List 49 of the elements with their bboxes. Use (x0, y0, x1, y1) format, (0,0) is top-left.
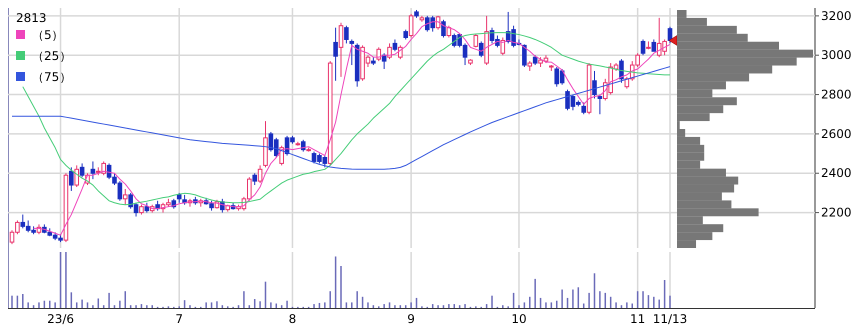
candlestick (403, 29, 408, 40)
y-tick-label: 2400 (821, 166, 852, 180)
candlestick (80, 162, 84, 178)
candlestick (441, 19, 446, 38)
chart-title: 2813 (16, 11, 47, 25)
candlestick (474, 33, 478, 48)
x-tick-label: 11 (630, 312, 646, 326)
x-tick-label: 11/13 (652, 312, 688, 326)
legend-label: （5） (32, 28, 64, 42)
candlestick (338, 22, 344, 78)
candlestick (344, 25, 349, 44)
x-tick-label: 10 (511, 312, 527, 326)
candlestick (392, 38, 398, 52)
candlestick (349, 38, 354, 66)
candlestick (408, 13, 414, 38)
candlestick (387, 42, 392, 60)
candlestick (652, 38, 656, 52)
y-tick-label: 3200 (821, 8, 852, 23)
legend-label: （75） (32, 70, 72, 84)
candlestick (581, 102, 586, 115)
candlestick (668, 26, 672, 44)
candlestick (446, 25, 452, 38)
candlestick (139, 204, 144, 216)
y-tick-label: 2800 (821, 88, 852, 102)
line-series (12, 66, 670, 170)
candlestick (333, 27, 338, 82)
y-tick-label: 2600 (821, 126, 852, 141)
candlestick (74, 164, 80, 188)
candlestick (122, 188, 128, 206)
x-tick-label: 9 (407, 312, 415, 326)
candlestick (640, 38, 646, 56)
candlestick (598, 94, 602, 115)
x-tick-label: 7 (175, 312, 184, 326)
candlestick (532, 54, 538, 66)
candlestick (176, 192, 182, 204)
y-tick-label: 2200 (821, 206, 852, 220)
x-tick-label: 8 (288, 312, 296, 326)
candlestick (144, 202, 150, 214)
candlestick (69, 166, 74, 192)
candlestick (500, 37, 506, 56)
legend-label: （25） (32, 49, 72, 63)
candlestick (522, 44, 527, 68)
y-tick-label: 3000 (821, 48, 852, 62)
x-tick-label: 23/6 (47, 312, 74, 326)
candlestick (592, 70, 597, 99)
candlestick (527, 60, 532, 72)
candlestick (90, 160, 96, 180)
candlestick (252, 172, 258, 186)
candlestick (258, 164, 262, 184)
